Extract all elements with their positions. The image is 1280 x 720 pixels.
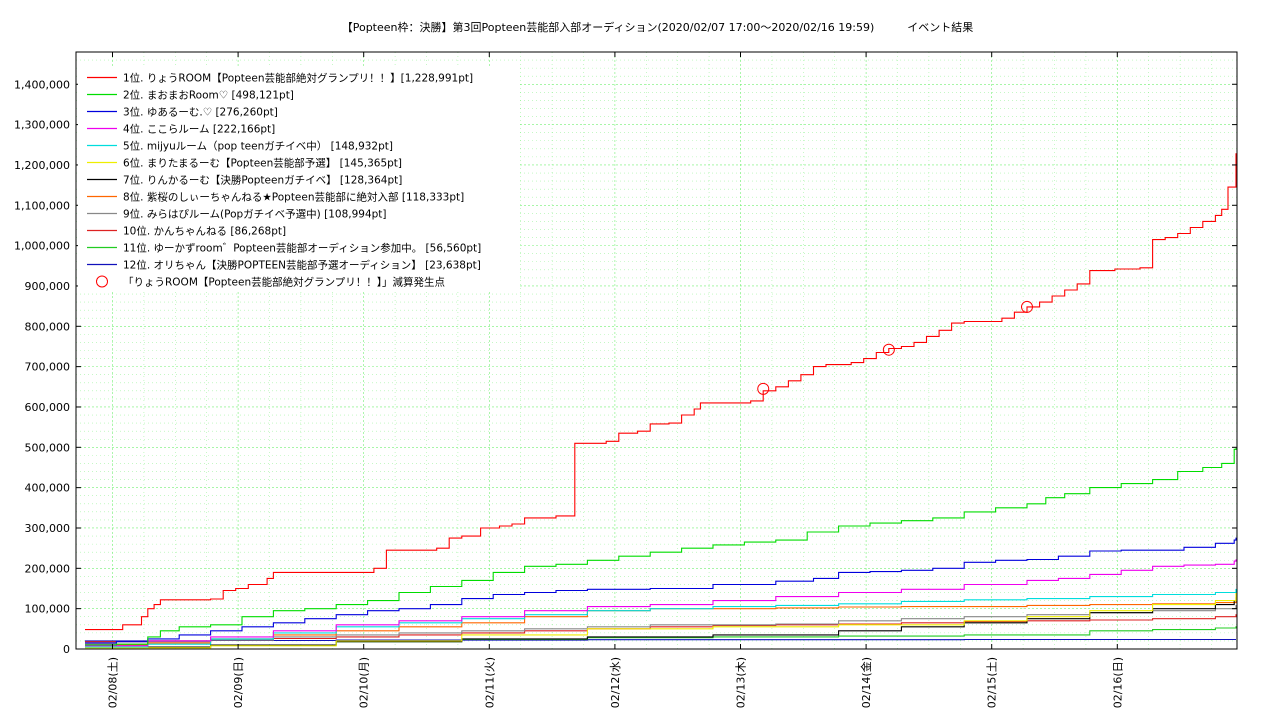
x-tick-label: 02/14(金) — [859, 657, 873, 708]
y-tick-label: 300,000 — [25, 522, 71, 535]
y-tick-label: 1,100,000 — [14, 199, 70, 212]
marker-point — [757, 382, 770, 395]
y-tick-label: 600,000 — [25, 401, 71, 414]
legend-label: 8位. 紫桜のしぃーちゃんねる★Popteen芸能部に絶対入部 [118,333… — [123, 191, 464, 204]
series-line — [85, 537, 1237, 644]
legend-label: 11位. ゆーかずroom゛Popteen芸能部オーディション参加中。 [56,… — [123, 242, 481, 255]
y-tick-label: 500,000 — [25, 441, 71, 454]
series-line — [85, 588, 1237, 648]
y-tick-label: 400,000 — [25, 482, 71, 495]
legend-label: 4位. ここらルーム [222,166pt] — [123, 123, 275, 136]
x-tick-label: 02/08(土) — [107, 657, 120, 708]
legend-label: 10位. かんちゃんねる [86,268pt] — [123, 225, 286, 238]
x-tick-label: 02/11(火) — [483, 657, 496, 708]
series-line — [85, 448, 1237, 646]
series-line — [85, 559, 1237, 647]
legend-label: 7位. りんかるーむ【決勝Popteenガチイベ】 [128,364pt] — [123, 174, 402, 187]
legend-label: 1位. りょうROOM【Popteen芸能部絶対グランプリ！！】[1,228,9… — [123, 72, 473, 85]
x-tick-label: 02/16(日) — [1111, 657, 1124, 708]
x-tick-label: 02/10(月) — [358, 657, 371, 708]
series-line — [85, 605, 1237, 645]
plot-frame — [75, 51, 1238, 650]
legend-label: 6位. まりたまるーむ【Popteen芸能部予選】 [145,365pt] — [123, 157, 402, 170]
y-tick-label: 200,000 — [25, 562, 71, 575]
markers — [757, 300, 1033, 395]
series-line — [85, 153, 1237, 631]
legend-label: 3位. ゆあるーむ.♡ [276,260pt] — [123, 106, 278, 119]
legend-label: 5位. mijyuルーム（pop teenガチイベ中） [148,932pt] — [123, 140, 393, 153]
legend: 1位. りょうROOM【Popteen芸能部絶対グランプリ！！】[1,228,9… — [78, 66, 518, 292]
y-tick-label: 1,200,000 — [14, 159, 70, 172]
marker-point — [1021, 300, 1033, 313]
legend-marker-symbol — [96, 275, 108, 288]
y-tick-label: 0 — [63, 643, 70, 656]
y-tick-label: 100,000 — [25, 603, 71, 616]
y-tick-label: 1,000,000 — [14, 240, 70, 253]
x-tick-label: 02/09(日) — [232, 657, 245, 708]
legend-label: 2位. まおまおRoom♡ [498,121pt] — [123, 89, 294, 102]
legend-background — [78, 66, 518, 292]
y-tick-label: 900,000 — [25, 280, 71, 293]
y-tick-label: 700,000 — [25, 361, 71, 374]
legend-label: 12位. オリちゃん【決勝POPTEEN芸能部予選オーディション】 [23,63… — [123, 259, 481, 272]
axes: 0 100,000 200,000 300,000 400,000 500,000 600,… — [14, 52, 1237, 708]
y-tick-label: 800,000 — [25, 320, 71, 333]
y-tick-label: 1,300,000 — [14, 119, 70, 132]
series-line — [85, 597, 1237, 648]
chart-title: 【Popteen枠：決勝】第3回Popteen芸能部入部オーディション(2020… — [341, 21, 974, 34]
x-tick-label: 02/13(木) — [735, 657, 748, 708]
y-tick-label: 1,400,000 — [14, 78, 70, 91]
x-tick-label: 02/15(土) — [986, 657, 999, 708]
series-line — [85, 590, 1237, 649]
series-lines — [85, 153, 1237, 649]
legend-label: 「りょうROOM【Popteen芸能部絶対グランプリ！！】」減算発生点 — [123, 276, 445, 289]
legend-label: 9位. みらはぴルーム(Popガチイベ予選中) [108,994pt] — [123, 208, 387, 221]
x-tick-label: 02/12(水) — [609, 657, 622, 708]
marker-point — [882, 343, 895, 356]
